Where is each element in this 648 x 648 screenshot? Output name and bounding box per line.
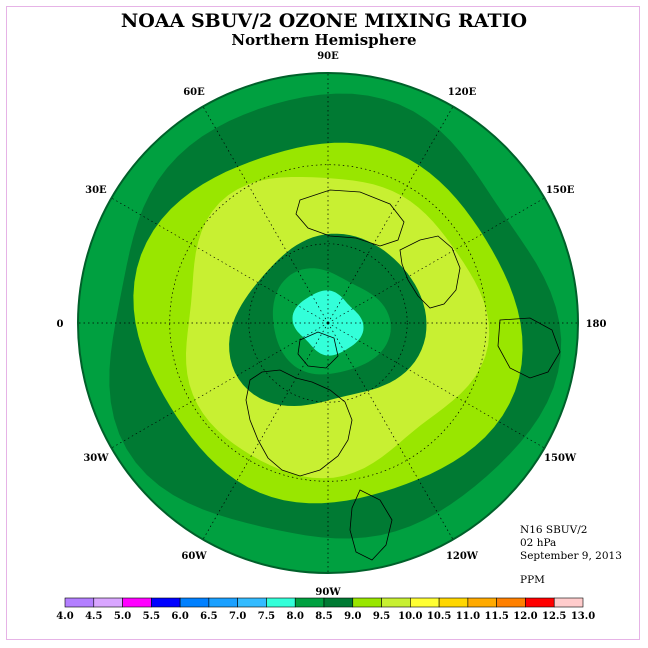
coastline-north-america	[245, 369, 353, 477]
meridian-line	[202, 322, 329, 540]
page-title: NOAA SBUV/2 OZONE MIXING RATIO	[120, 10, 528, 32]
longitude-label: 120E	[448, 87, 477, 98]
map-border	[77, 72, 579, 574]
coastline-greenland	[297, 331, 339, 369]
longitude-label: 30W	[83, 453, 109, 464]
meridian-line	[327, 106, 454, 324]
meridian-line	[327, 197, 545, 324]
meridian-line	[327, 322, 545, 449]
meridian-line	[202, 106, 329, 324]
longitude-label: 60W	[181, 551, 207, 562]
coastline-south-america	[349, 489, 393, 561]
units-label: PPM	[520, 574, 545, 586]
longitude-label: 90W	[315, 587, 341, 598]
latitude-circle	[248, 243, 408, 403]
longitude-label: 120W	[446, 551, 479, 562]
longitude-label: 30E	[85, 185, 107, 196]
page-subtitle: Northern Hemisphere	[231, 31, 417, 49]
longitude-label: 90E	[317, 51, 339, 62]
meridian-line	[111, 197, 329, 324]
longitude-label: 60E	[183, 87, 205, 98]
longitude-label: 180	[586, 319, 607, 330]
longitude-label: 150E	[546, 185, 575, 196]
meridian-line	[327, 322, 454, 540]
coastline-africa	[497, 317, 561, 379]
date-label: September 9, 2013	[520, 550, 622, 562]
coastline-asia	[295, 189, 405, 247]
longitude-label: 150W	[544, 453, 577, 464]
figure-frame	[6, 6, 640, 640]
instrument-label: N16 SBUV/2	[520, 524, 588, 536]
pressure-level-label: 02 hPa	[520, 537, 557, 549]
meridian-line	[111, 322, 329, 449]
longitude-label: 0	[57, 319, 64, 330]
